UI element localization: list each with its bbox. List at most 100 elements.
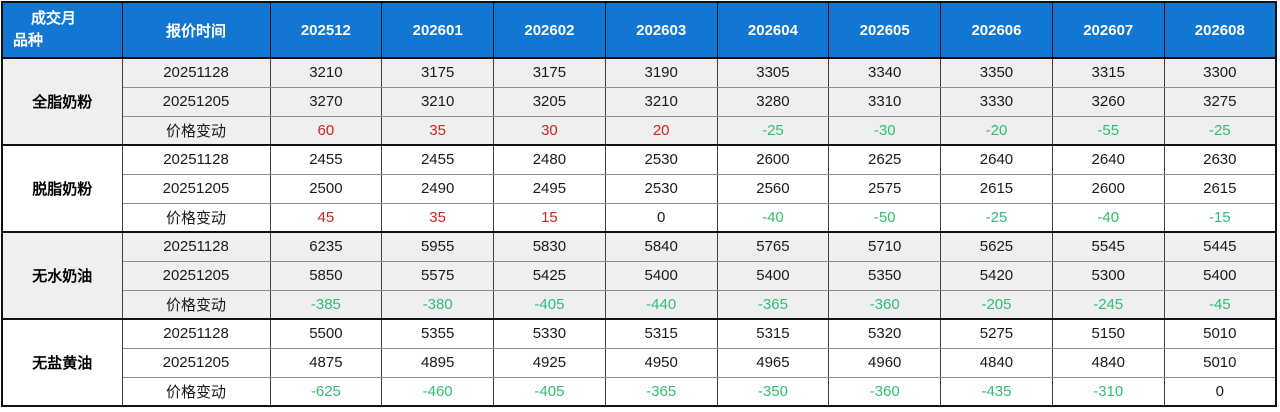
product-name-cell: 全脂奶粉 — [1, 57, 123, 146]
price-value-cell: 2600 — [1051, 173, 1165, 204]
price-value-cell: 5710 — [828, 231, 942, 262]
price-value-cell: 2480 — [493, 144, 606, 175]
price-value-cell: 3175 — [381, 57, 495, 88]
price-value-cell: 2615 — [1163, 173, 1277, 204]
price-change-value-cell: -385 — [269, 289, 383, 320]
price-value-cell: 3175 — [493, 57, 606, 88]
price-change-value-cell: -30 — [828, 115, 942, 146]
corner-header-line2: 品种 — [13, 32, 44, 49]
quote-row: 20251205 3270 3210 3205 3210 3280 3310 3330 3260… — [2, 86, 1277, 117]
quote-row: 脱脂奶粉 20251128 2455 2455 2480 2530 2600 2625 2640… — [1, 144, 1277, 233]
quote-date-cell: 20251205 — [121, 86, 271, 117]
month-header-cell: 202602 — [493, 1, 606, 59]
price-change-value-cell: -625 — [269, 376, 383, 407]
price-value-cell: 4960 — [828, 347, 942, 378]
price-value-cell: 3300 — [1163, 57, 1277, 88]
price-value-cell: 2500 — [269, 173, 383, 204]
price-change-value-cell: -360 — [828, 376, 942, 407]
price-change-value-cell: -435 — [940, 376, 1053, 407]
price-change-row: 价格变动 -385 -380 -405 -440 -365 -360 -205 -245 -45 — [2, 289, 1277, 320]
quote-row: 无水奶油 20251128 6235 5955 5830 5840 5765 5710 5625… — [1, 231, 1277, 320]
corner-header-line1: 成交月 — [31, 9, 77, 27]
price-value-cell: 2560 — [716, 173, 830, 204]
price-value-cell: 5300 — [1051, 260, 1165, 291]
price-change-value-cell: -365 — [716, 289, 830, 320]
month-header-cell: 202603 — [604, 1, 718, 59]
price-value-cell: 3340 — [828, 57, 942, 88]
header-row: 成交月 品种 报价时间 202512 202601 202602 202603 2026… — [1, 1, 1277, 59]
quote-row: 全脂奶粉 20251128 3210 3175 3175 3190 3305 3340 3350… — [1, 57, 1277, 146]
price-value-cell: 5545 — [1051, 231, 1165, 262]
price-value-cell: 3315 — [1051, 57, 1165, 88]
price-change-value-cell: -405 — [493, 376, 606, 407]
price-change-label-cell: 价格变动 — [121, 115, 271, 146]
price-value-cell: 5575 — [381, 260, 495, 291]
price-value-cell: 5840 — [604, 231, 718, 262]
quote-date-cell: 20251128 — [121, 231, 271, 262]
price-change-value-cell: -365 — [604, 376, 718, 407]
price-change-value-cell: 45 — [269, 202, 383, 233]
price-change-value-cell: -15 — [1163, 202, 1277, 233]
price-value-cell: 3310 — [828, 86, 942, 117]
price-value-cell: 2575 — [828, 173, 942, 204]
price-change-label-cell: 价格变动 — [121, 376, 271, 407]
price-value-cell: 2530 — [604, 144, 718, 175]
quote-row: 20251205 4875 4895 4925 4950 4965 4960 4840 4840… — [2, 347, 1277, 378]
corner-header-cell: 成交月 品种 — [1, 1, 123, 59]
price-value-cell: 5420 — [940, 260, 1053, 291]
quote-time-header-cell: 报价时间 — [121, 1, 271, 59]
price-value-cell: 2640 — [940, 144, 1053, 175]
price-value-cell: 5765 — [716, 231, 830, 262]
product-name-cell: 无盐黄油 — [1, 318, 123, 407]
quote-date-cell: 20251128 — [121, 57, 271, 88]
price-value-cell: 4840 — [940, 347, 1053, 378]
quote-date-cell: 20251205 — [121, 173, 271, 204]
price-value-cell: 5955 — [381, 231, 495, 262]
price-change-row: 价格变动 45 35 15 0 -40 -50 -25 -40 -15 — [2, 202, 1277, 233]
price-change-value-cell: -440 — [604, 289, 718, 320]
price-value-cell: 2530 — [604, 173, 718, 204]
price-value-cell: 4925 — [493, 347, 606, 378]
price-value-cell: 2600 — [716, 144, 830, 175]
price-change-label-cell: 价格变动 — [121, 289, 271, 320]
price-value-cell: 5400 — [716, 260, 830, 291]
product-name-cell: 脱脂奶粉 — [1, 144, 123, 233]
price-change-value-cell: -205 — [940, 289, 1053, 320]
price-change-value-cell: 30 — [493, 115, 606, 146]
price-value-cell: 6235 — [269, 231, 383, 262]
price-value-cell: 4875 — [269, 347, 383, 378]
price-value-cell: 3270 — [269, 86, 383, 117]
price-value-cell: 5400 — [1163, 260, 1277, 291]
price-value-cell: 3210 — [604, 86, 718, 117]
price-change-value-cell: -40 — [1051, 202, 1165, 233]
price-change-value-cell: 35 — [381, 115, 495, 146]
price-value-cell: 2640 — [1051, 144, 1165, 175]
price-value-cell: 3305 — [716, 57, 830, 88]
price-value-cell: 2455 — [381, 144, 495, 175]
price-change-value-cell: -55 — [1051, 115, 1165, 146]
price-value-cell: 4965 — [716, 347, 830, 378]
product-name-cell: 无水奶油 — [1, 231, 123, 320]
month-header-cell: 202608 — [1163, 1, 1277, 59]
price-change-value-cell: 0 — [604, 202, 718, 233]
price-change-value-cell: -310 — [1051, 376, 1165, 407]
price-value-cell: 2495 — [493, 173, 606, 204]
price-value-cell: 3280 — [716, 86, 830, 117]
price-value-cell: 5400 — [604, 260, 718, 291]
table-body: 全脂奶粉 20251128 3210 3175 3175 3190 3305 3340 3350… — [1, 57, 1277, 407]
price-change-value-cell: -25 — [716, 115, 830, 146]
price-value-cell: 5445 — [1163, 231, 1277, 262]
price-value-cell: 5315 — [604, 318, 718, 349]
price-change-value-cell: 60 — [269, 115, 383, 146]
price-value-cell: 4950 — [604, 347, 718, 378]
price-change-value-cell: -405 — [493, 289, 606, 320]
price-value-cell: 3210 — [381, 86, 495, 117]
price-change-value-cell: 15 — [493, 202, 606, 233]
quote-row: 20251205 2500 2490 2495 2530 2560 2575 2615 2600… — [2, 173, 1277, 204]
quote-date-cell: 20251205 — [121, 347, 271, 378]
price-value-cell: 5275 — [940, 318, 1053, 349]
price-value-cell: 2490 — [381, 173, 495, 204]
price-value-cell: 5350 — [828, 260, 942, 291]
month-header-cell: 202604 — [716, 1, 830, 59]
price-value-cell: 3190 — [604, 57, 718, 88]
